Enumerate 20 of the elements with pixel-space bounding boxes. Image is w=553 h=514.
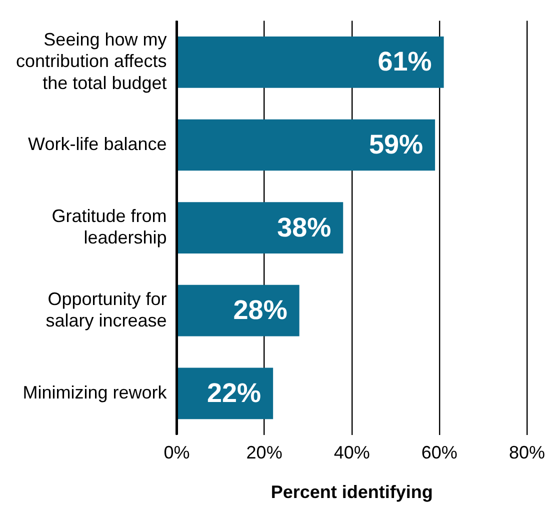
y-tick-label: Seeing how my contribution affects the total budget xyxy=(16,30,167,93)
bar xyxy=(177,36,444,88)
data-label: 61% xyxy=(378,46,432,77)
y-tick-label: Opportunity for salary increase xyxy=(46,288,167,330)
y-tick-label: Minimizing rework xyxy=(22,382,168,402)
x-tick-label: 80% xyxy=(508,442,545,463)
bar xyxy=(177,119,436,171)
x-tick-label: 40% xyxy=(334,442,370,463)
data-label: 59% xyxy=(369,129,424,160)
x-tick-label: 20% xyxy=(246,442,282,463)
x-tick-label: 0% xyxy=(164,442,190,463)
x-tick-label: 60% xyxy=(421,442,458,463)
data-label: 38% xyxy=(277,212,332,242)
y-tick-label: Gratitude from leadership xyxy=(52,206,167,248)
x-axis-title: Percent identifying xyxy=(270,482,433,502)
bar xyxy=(177,202,344,254)
data-label: 28% xyxy=(233,295,288,326)
bar xyxy=(177,284,300,336)
y-tick-label: Work-life balance xyxy=(28,134,167,154)
data-label: 22% xyxy=(207,378,262,408)
